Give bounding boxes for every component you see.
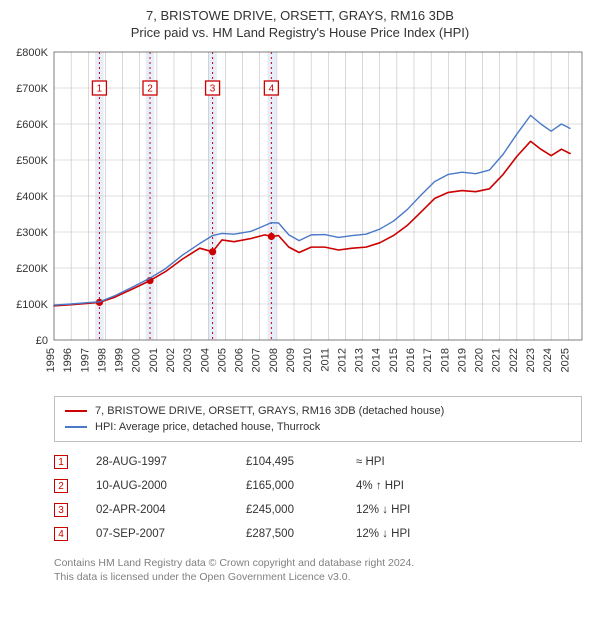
x-tick-label: 2008 xyxy=(268,348,280,372)
transaction-date: 02-APR-2004 xyxy=(96,504,246,516)
x-tick-label: 1997 xyxy=(79,348,91,372)
x-tick-label: 1999 xyxy=(114,348,126,372)
x-tick-label: 2013 xyxy=(354,348,366,372)
transaction-date: 10-AUG-2000 xyxy=(96,480,246,492)
x-tick-label: 2024 xyxy=(542,348,554,372)
x-tick-label: 2023 xyxy=(525,348,537,372)
x-tick-label: 1998 xyxy=(96,348,108,372)
y-tick-label: £300K xyxy=(16,227,48,239)
y-tick-label: £400K xyxy=(16,191,48,203)
x-tick-label: 2021 xyxy=(491,348,503,372)
transaction-marker-icon: 2 xyxy=(54,479,68,493)
transaction-date: 28-AUG-1997 xyxy=(96,456,246,468)
x-tick-label: 1995 xyxy=(45,348,57,372)
x-tick-label: 2012 xyxy=(336,348,348,372)
x-tick-label: 2006 xyxy=(234,348,246,372)
transaction-row: 3 02-APR-2004£245,00012% ↓ HPI xyxy=(54,498,582,522)
transaction-row: 4 07-SEP-2007£287,50012% ↓ HPI xyxy=(54,522,582,546)
x-tick-label: 2001 xyxy=(148,348,160,372)
transaction-marker-icon: 4 xyxy=(54,527,68,541)
x-tick-label: 1996 xyxy=(62,348,74,372)
x-tick-label: 2000 xyxy=(131,348,143,372)
x-tick-label: 2011 xyxy=(319,348,331,372)
footer-attribution: Contains HM Land Registry data © Crown c… xyxy=(54,556,582,584)
x-tick-label: 2015 xyxy=(388,348,400,372)
transaction-dot xyxy=(268,233,275,240)
transaction-marker-icon: 1 xyxy=(54,455,68,469)
chart-titles: 7, BRISTOWE DRIVE, ORSETT, GRAYS, RM16 3… xyxy=(10,8,590,40)
transaction-delta: ≈ HPI xyxy=(356,456,506,468)
transaction-marker-label: 4 xyxy=(269,84,275,95)
x-tick-label: 2016 xyxy=(405,348,417,372)
x-tick-label: 2009 xyxy=(285,348,297,372)
transaction-delta: 12% ↓ HPI xyxy=(356,504,506,516)
x-tick-label: 2002 xyxy=(165,348,177,372)
legend-item: 7, BRISTOWE DRIVE, ORSETT, GRAYS, RM16 3… xyxy=(65,403,571,419)
transaction-delta: 12% ↓ HPI xyxy=(356,528,506,540)
x-tick-label: 2025 xyxy=(559,348,571,372)
transaction-price: £165,000 xyxy=(246,480,356,492)
footer-line-1: Contains HM Land Registry data © Crown c… xyxy=(54,556,582,570)
line-chart-svg: £0 £100K £200K £300K £400K £500K £600K £700K £80… xyxy=(10,46,590,386)
legend-label: 7, BRISTOWE DRIVE, ORSETT, GRAYS, RM16 3… xyxy=(95,405,444,417)
transaction-marker-icon: 3 xyxy=(54,503,68,517)
x-tick-label: 2010 xyxy=(302,348,314,372)
transaction-dot xyxy=(209,248,216,255)
x-tick-label: 2007 xyxy=(251,348,263,372)
transaction-marker-label: 3 xyxy=(210,84,216,95)
x-tick-label: 2019 xyxy=(456,348,468,372)
legend-item: HPI: Average price, detached house, Thur… xyxy=(65,419,571,435)
y-tick-label: £800K xyxy=(16,47,48,59)
y-tick-label: £100K xyxy=(16,299,48,311)
x-tick-label: 2020 xyxy=(474,348,486,372)
chart-area: £0 £100K £200K £300K £400K £500K £600K £700K £80… xyxy=(10,46,590,386)
y-tick-label: £200K xyxy=(16,263,48,275)
transaction-price: £287,500 xyxy=(246,528,356,540)
transaction-date: 07-SEP-2007 xyxy=(96,528,246,540)
y-tick-label: £500K xyxy=(16,155,48,167)
y-tick-label: £700K xyxy=(16,83,48,95)
transaction-row: 2 10-AUG-2000£165,0004% ↑ HPI xyxy=(54,474,582,498)
legend-swatch xyxy=(65,410,87,412)
x-tick-label: 2014 xyxy=(371,348,383,372)
y-tick-label: £600K xyxy=(16,119,48,131)
transaction-row: 1 28-AUG-1997£104,495≈ HPI xyxy=(54,450,582,474)
x-tick-label: 2004 xyxy=(199,348,211,372)
x-tick-label: 2022 xyxy=(508,348,520,372)
x-tick-label: 2017 xyxy=(422,348,434,372)
legend-label: HPI: Average price, detached house, Thur… xyxy=(95,421,320,433)
chart-subtitle: Price paid vs. HM Land Registry's House … xyxy=(10,25,590,40)
y-tick-label: £0 xyxy=(36,335,48,347)
transaction-delta: 4% ↑ HPI xyxy=(356,480,506,492)
transaction-marker-label: 2 xyxy=(147,84,153,95)
x-tick-label: 2003 xyxy=(182,348,194,372)
chart-title-address: 7, BRISTOWE DRIVE, ORSETT, GRAYS, RM16 3… xyxy=(10,8,590,23)
x-tick-label: 2018 xyxy=(439,348,451,372)
legend: 7, BRISTOWE DRIVE, ORSETT, GRAYS, RM16 3… xyxy=(54,396,582,442)
footer-line-2: This data is licensed under the Open Gov… xyxy=(54,570,582,584)
transaction-price: £245,000 xyxy=(246,504,356,516)
transaction-price: £104,495 xyxy=(246,456,356,468)
transaction-marker-label: 1 xyxy=(97,84,103,95)
legend-swatch xyxy=(65,426,87,428)
x-tick-label: 2005 xyxy=(216,348,228,372)
transactions-table: 1 28-AUG-1997£104,495≈ HPI 2 10-AUG-2000£16… xyxy=(54,450,582,546)
